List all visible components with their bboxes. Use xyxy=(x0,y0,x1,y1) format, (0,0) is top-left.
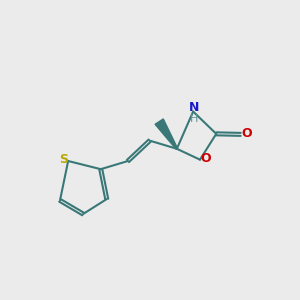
Text: H: H xyxy=(190,114,199,124)
Text: O: O xyxy=(200,152,211,165)
Text: O: O xyxy=(242,127,252,140)
Text: N: N xyxy=(189,101,200,114)
Text: S: S xyxy=(59,153,68,166)
Polygon shape xyxy=(155,119,178,149)
